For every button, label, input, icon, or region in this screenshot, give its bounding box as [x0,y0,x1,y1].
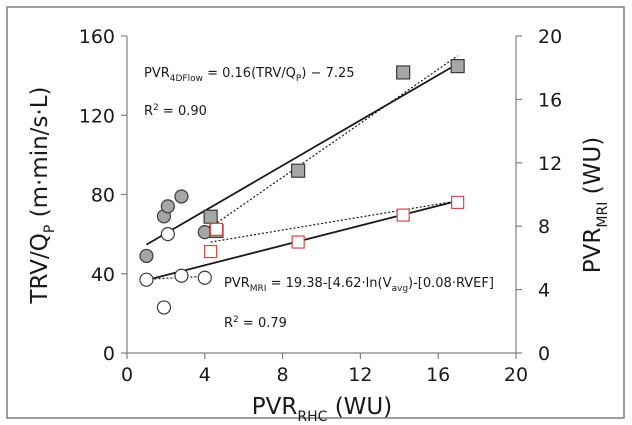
data-point-circle-open [197,270,212,285]
data-point-square-open [451,195,465,210]
data-point-circle-open [174,268,189,283]
r-squared-mri: R2 = 0.79 [224,315,287,331]
data-point-square-open [291,235,305,249]
y-right-tick-label: 0 [538,343,550,365]
data-point-square-filled [203,209,218,224]
x-tick-label: 8 [277,364,289,386]
data-point-circle-open [160,227,175,242]
y-left-tick-label: 0 [103,343,115,365]
y-axis-right-title: PVRMRI (WU) [580,137,611,273]
x-tick-label: 4 [199,364,211,386]
x-tick-label: 12 [348,364,372,386]
trend-line-dotted [210,55,458,228]
x-axis-title: PVRRHC (WU) [252,394,392,425]
r-squared-4dflow: R2 = 0.90 [144,103,207,119]
trend-line-dotted [210,200,458,243]
y-right-tick-label: 16 [538,89,562,111]
data-point-square-filled [396,65,411,80]
y-right-tick-label: 8 [538,216,550,238]
x-tick-label: 16 [426,364,450,386]
y-right-tick-label: 4 [538,280,550,302]
regression-line [145,62,459,246]
data-point-circle-open [156,300,172,315]
x-tick-label: 0 [121,364,133,386]
y-right-tick-label: 20 [538,26,562,48]
data-point-square-open [209,222,224,236]
tick-labels-layer: 0 4 8 12 16 20 0 40 80 120 160 0 4 8 12 16 20 [79,26,562,386]
equation-mri: PVRMRI = 19.38-[4.62·ln(Vavg)-[0.08·RVEF… [224,276,494,294]
data-point-circle-open [139,272,154,287]
data-point-square-open [204,244,218,259]
data-point-circle-filled [197,225,212,240]
data-point-square-open [396,208,410,222]
data-point-circle-filled [160,199,175,214]
y-left-tick-label: 160 [79,26,115,48]
y-left-tick-label: 120 [79,105,115,127]
chart-frame [6,6,625,419]
y-right-tick-label: 12 [538,153,562,175]
x-tick-label: 20 [504,364,528,386]
data-point-circle-filled [174,189,189,204]
points-layer [139,59,465,315]
data-point-square-filled [450,59,465,74]
equation-4dflow: PVR4DFlow = 0.16(TRV/QP) − 7.25 [144,66,355,84]
data-point-square-filled [291,163,306,178]
y-axis-left-title: TRV/QP (m·min/s·L) [27,86,58,304]
data-point-circle-filled [139,248,154,264]
ticks-layer [121,35,522,359]
y-left-tick-label: 40 [91,264,115,286]
y-left-tick-label: 80 [91,185,115,207]
